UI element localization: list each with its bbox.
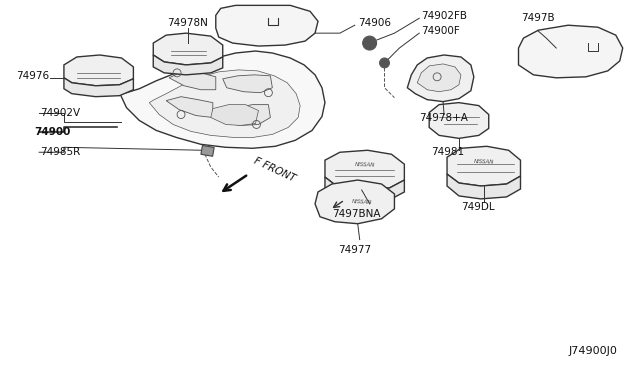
Text: J74900J0: J74900J0	[569, 346, 618, 356]
Polygon shape	[211, 105, 259, 125]
Polygon shape	[447, 146, 520, 186]
Polygon shape	[223, 75, 273, 93]
Text: 749DL: 749DL	[461, 202, 495, 212]
Polygon shape	[64, 78, 133, 97]
Text: 74902FB: 74902FB	[421, 11, 467, 21]
Polygon shape	[325, 177, 404, 202]
Polygon shape	[429, 103, 489, 138]
Text: 7497BNA: 7497BNA	[332, 209, 380, 219]
Text: 74981: 74981	[431, 147, 464, 157]
Text: F FRONT: F FRONT	[253, 156, 298, 184]
Text: 7497B: 7497B	[522, 13, 555, 23]
Polygon shape	[169, 71, 216, 90]
Polygon shape	[407, 55, 474, 102]
Polygon shape	[447, 174, 520, 199]
Circle shape	[380, 58, 390, 68]
Text: 74978N: 74978N	[168, 18, 209, 28]
Polygon shape	[166, 97, 213, 118]
Bar	[201, 145, 214, 156]
Text: 74976: 74976	[16, 71, 49, 81]
Polygon shape	[216, 5, 318, 46]
Polygon shape	[153, 55, 223, 75]
Polygon shape	[153, 33, 223, 65]
Text: 74900: 74900	[34, 127, 70, 137]
Text: NISSAN: NISSAN	[355, 162, 375, 168]
Text: 74977: 74977	[338, 244, 371, 254]
Polygon shape	[149, 70, 300, 137]
Polygon shape	[417, 64, 461, 92]
Polygon shape	[315, 180, 394, 224]
Polygon shape	[64, 55, 133, 86]
Text: 74906: 74906	[358, 18, 390, 28]
Text: 74902V: 74902V	[40, 108, 80, 118]
Text: 74985R: 74985R	[40, 147, 81, 157]
Text: NISSAN: NISSAN	[351, 199, 372, 205]
Circle shape	[363, 36, 376, 50]
Polygon shape	[120, 51, 325, 148]
Text: NISSAN: NISSAN	[474, 159, 494, 165]
Text: 74978+A: 74978+A	[419, 112, 468, 122]
Polygon shape	[325, 150, 404, 190]
Text: 74900F: 74900F	[421, 26, 460, 36]
Polygon shape	[518, 25, 623, 78]
Polygon shape	[221, 105, 270, 125]
